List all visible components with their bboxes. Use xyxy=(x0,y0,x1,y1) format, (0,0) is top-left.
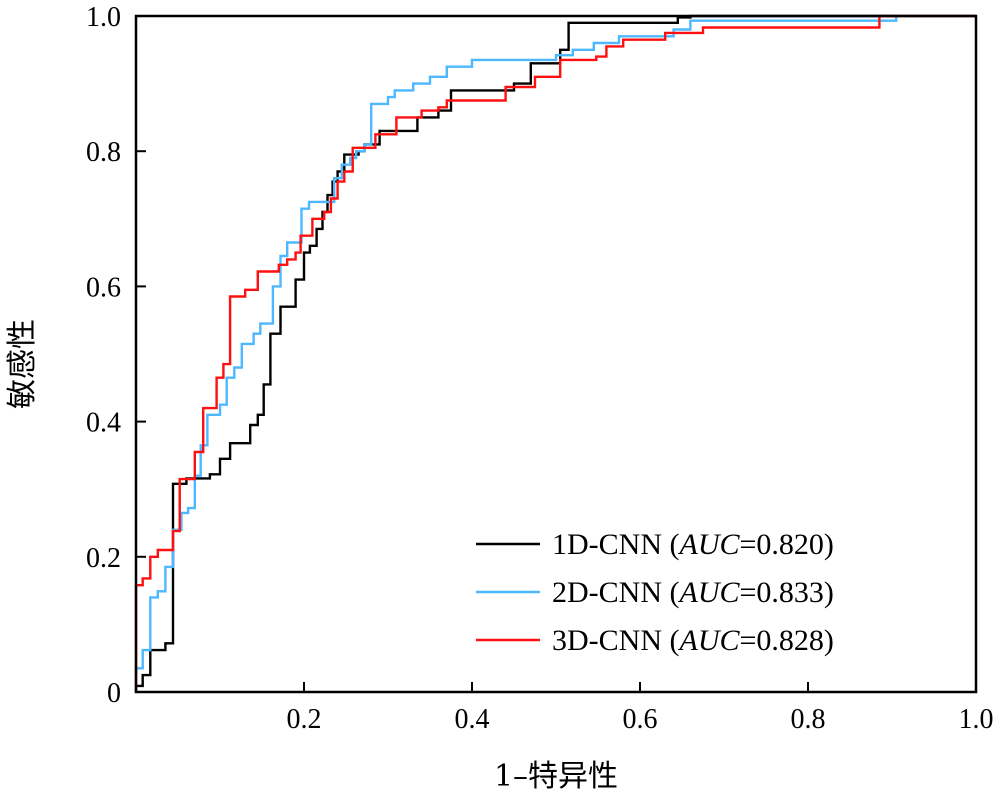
x-tick-label: 0.6 xyxy=(623,704,658,735)
y-tick-label: 1.0 xyxy=(86,2,121,33)
y-tick-label: 0.6 xyxy=(86,272,121,303)
legend: 1D-CNN (AUC=0.820) 2D-CNN (AUC=0.833) 3D-C… xyxy=(476,528,834,657)
axis-ticks xyxy=(136,15,977,693)
x-tick-label: 0.4 xyxy=(455,704,490,735)
roc-curve-2d-cnn xyxy=(134,14,976,692)
plot-frame xyxy=(134,14,978,694)
x-tick-label: 1.0 xyxy=(959,704,994,735)
legend-label: 3D-CNN (AUC=0.828) xyxy=(552,624,834,657)
y-tick-label: 0.2 xyxy=(86,543,121,574)
y-tick-label: 0.4 xyxy=(86,408,121,439)
x-tick-label: 0.8 xyxy=(791,704,826,735)
legend-label: 2D-CNN (AUC=0.833) xyxy=(552,576,834,609)
y-axis-label: 敏感性 xyxy=(5,319,40,409)
x-tick-label: 0.2 xyxy=(287,704,322,735)
roc-curves xyxy=(134,14,976,692)
y-tick-label: 0 xyxy=(107,678,121,709)
legend-item-2d-cnn: 2D-CNN (AUC=0.833) xyxy=(476,576,834,609)
x-axis-label: 1–特异性 xyxy=(494,759,618,794)
y-tick-label: 0.8 xyxy=(86,137,121,168)
roc-curve-3d-cnn xyxy=(134,14,976,692)
legend-item-1d-cnn: 1D-CNN (AUC=0.820) xyxy=(476,528,834,561)
tick-labels: 0.2 0.4 0.6 0.8 1.0 0 0.2 0.4 0.6 0.8 1.0 xyxy=(86,2,994,735)
legend-item-3d-cnn: 3D-CNN (AUC=0.828) xyxy=(476,624,834,657)
legend-label: 1D-CNN (AUC=0.820) xyxy=(552,528,834,561)
